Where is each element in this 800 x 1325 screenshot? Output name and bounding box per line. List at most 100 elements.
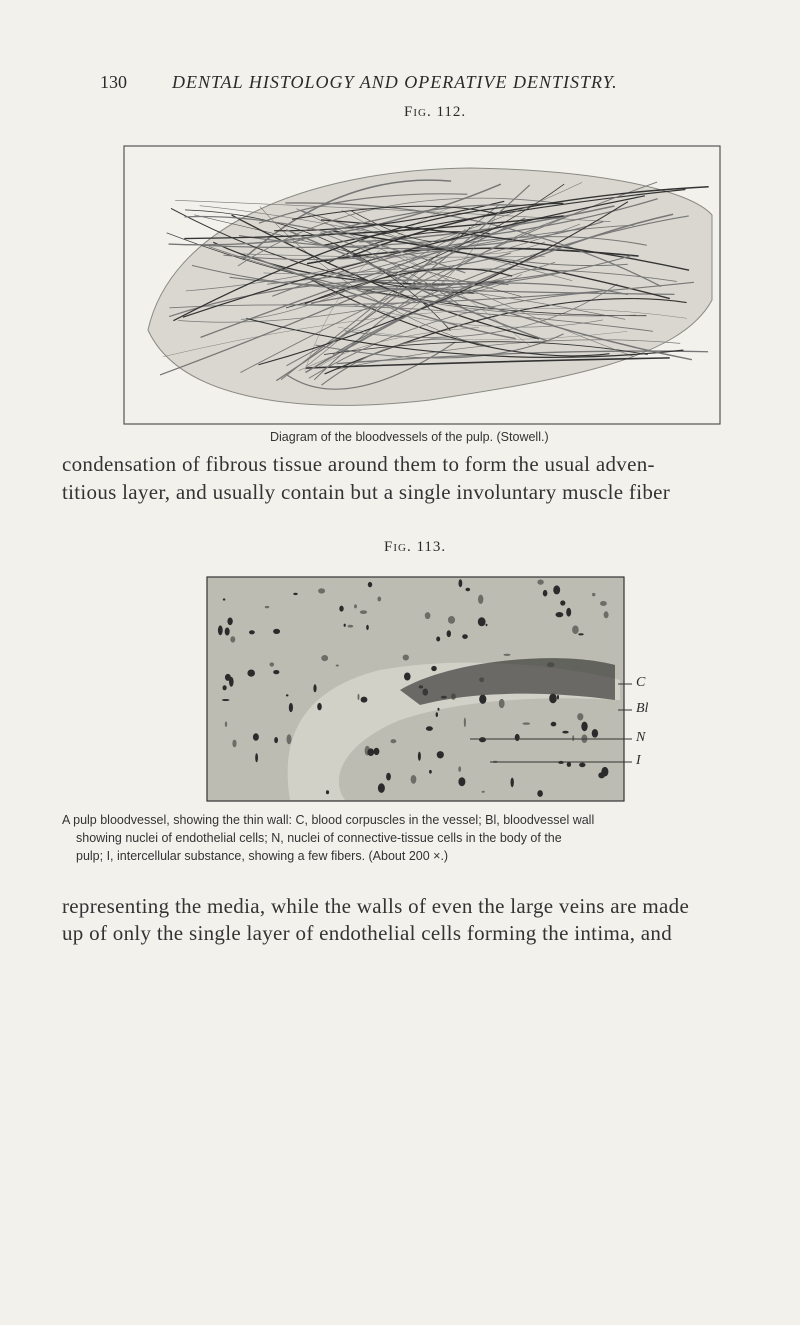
nucleus (357, 693, 360, 701)
nucleus (318, 588, 326, 594)
nucleus (255, 753, 258, 763)
vessel-line (293, 204, 521, 243)
nucleus (553, 585, 561, 595)
vessel-line (282, 281, 694, 306)
vessel-line (323, 341, 648, 356)
nucleus (222, 685, 227, 691)
vessel-line (159, 217, 526, 376)
nucleus (325, 790, 330, 795)
vessel-line (275, 184, 531, 382)
vessel-line (162, 308, 687, 357)
nucleus (600, 601, 607, 606)
nucleus (566, 762, 572, 767)
nucleus (273, 670, 280, 675)
vessel-line (182, 195, 645, 318)
nucleus (503, 653, 511, 656)
nucleus (572, 625, 579, 634)
vessel-line (267, 268, 677, 285)
nucleus (603, 611, 609, 619)
vessel-line (358, 279, 626, 320)
nucleus (269, 662, 275, 667)
nucleus (273, 628, 281, 635)
nucleus (227, 617, 233, 626)
vessel-line (320, 232, 468, 312)
nucleus (479, 694, 487, 704)
vessel-line (285, 202, 662, 288)
vessel-line (304, 204, 460, 371)
nucleus (347, 624, 354, 628)
nucleus (577, 713, 584, 721)
nucleus (288, 702, 293, 713)
vessel-line (184, 215, 564, 240)
body-line: up of only the single layer of endotheli… (62, 921, 673, 945)
nucleus (222, 598, 226, 601)
nucleus (537, 790, 543, 797)
vessel-line (258, 201, 629, 366)
nucleus (247, 669, 255, 677)
vessel-line (296, 208, 634, 357)
nucleus (249, 630, 255, 635)
vessel-line (274, 200, 505, 232)
figure-caption: pulp; I, intercellular substance, showin… (76, 849, 449, 863)
page-number: 130 (100, 72, 127, 92)
nucleus (537, 579, 544, 585)
vessel-line (347, 224, 635, 276)
vessel-line (315, 333, 564, 359)
vessel-line (175, 199, 611, 222)
vessel-line (272, 236, 647, 297)
vessel-line (246, 317, 684, 358)
nuclei (217, 579, 615, 797)
nucleus (321, 655, 329, 662)
vessel-line (336, 350, 709, 365)
vessel-line (168, 183, 502, 246)
vessel-line (191, 255, 632, 291)
nucleus (458, 766, 462, 772)
nucleus (591, 729, 599, 738)
nucleus (557, 694, 559, 700)
nucleus (386, 772, 391, 781)
nucleus (293, 592, 298, 596)
vessel-line (208, 246, 637, 317)
nucleus (462, 634, 468, 639)
vessel-line (304, 268, 513, 305)
nucleus (224, 721, 228, 727)
nucleus (230, 636, 236, 643)
nucleus (252, 733, 259, 741)
vessel-line (169, 304, 654, 332)
nucleus (429, 769, 432, 774)
nucleus (560, 600, 566, 606)
nucleus (463, 717, 466, 728)
nucleus (390, 739, 397, 744)
figure-label: Fig. 113. (384, 539, 447, 555)
annotation: I (636, 753, 641, 768)
vessel-line (178, 261, 556, 323)
nucleus (514, 733, 520, 742)
vessel-line (185, 182, 583, 292)
vessel-line (173, 202, 564, 322)
nucleus (481, 790, 485, 793)
nucleus (465, 587, 471, 592)
vessel-line (344, 283, 618, 338)
nucleus (510, 777, 514, 788)
nucleus (424, 612, 431, 620)
vessel-line (299, 273, 610, 357)
vessel-line (353, 185, 709, 256)
nucleus (343, 623, 346, 627)
vessel-lines (159, 179, 709, 390)
nucleus (404, 672, 411, 681)
corpuscle-mass (400, 658, 615, 705)
nucleus (367, 748, 375, 756)
nucleus (458, 777, 466, 787)
nucleus (437, 707, 440, 711)
nucleus (377, 596, 382, 602)
nucleus (354, 604, 357, 609)
nucleus (274, 737, 278, 744)
vessel-line (318, 327, 479, 367)
nucleus (425, 726, 433, 731)
vessel-line (308, 291, 599, 379)
nucleus (542, 589, 548, 597)
nucleus (335, 664, 339, 667)
nucleus (555, 612, 564, 618)
body-line: titious layer, and usually contain but a… (62, 480, 671, 504)
nucleus (286, 734, 292, 745)
